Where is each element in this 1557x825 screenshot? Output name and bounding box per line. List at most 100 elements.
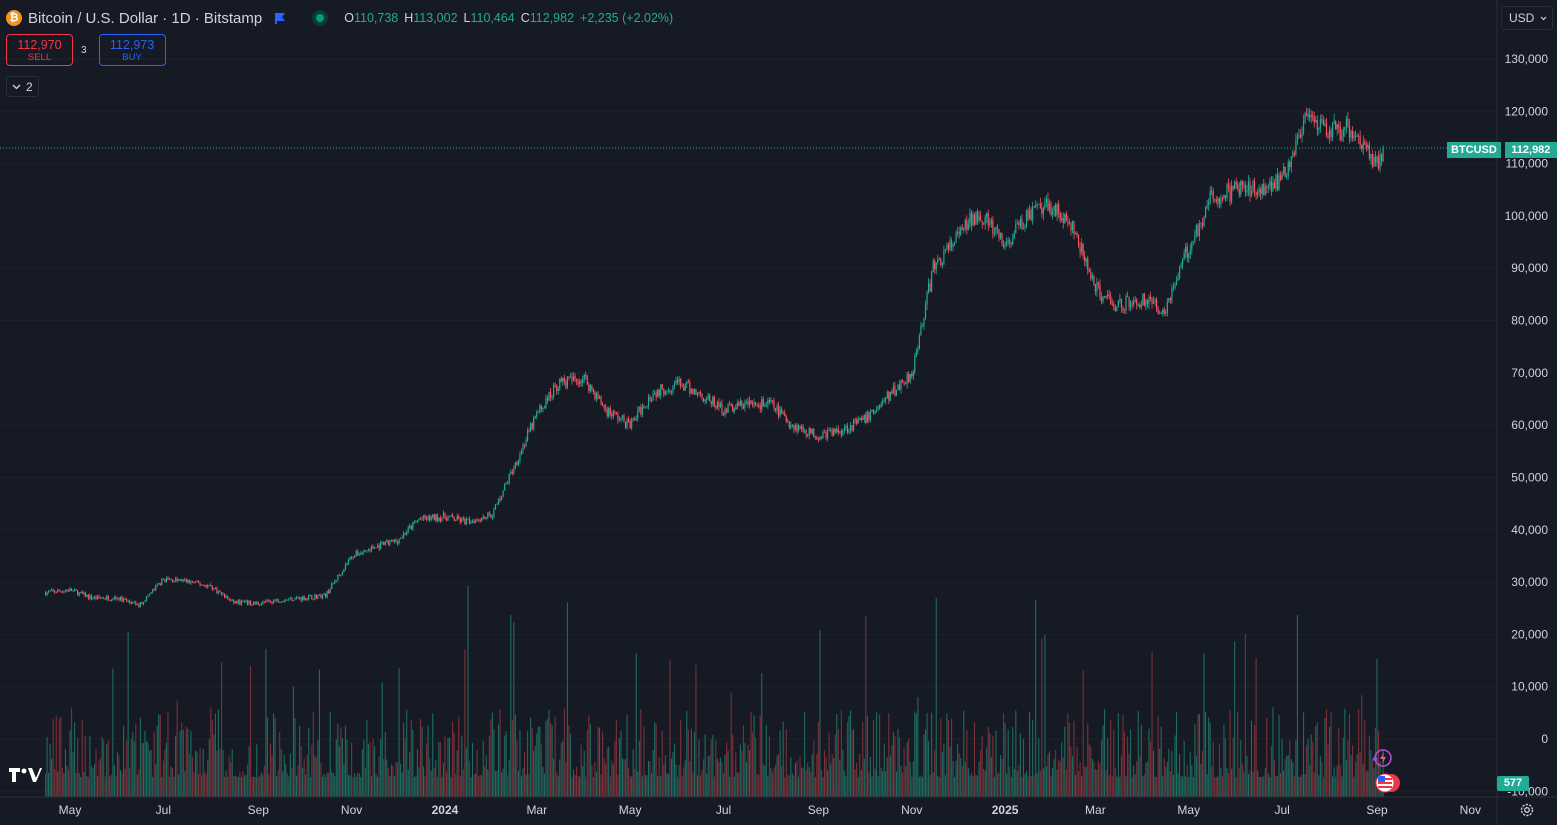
candle	[1327, 136, 1329, 138]
volume-bar	[748, 749, 751, 797]
candle	[1177, 277, 1179, 281]
volume-bar	[597, 726, 599, 797]
tradingview-logo[interactable]	[8, 766, 42, 784]
candle	[837, 429, 839, 433]
candle	[1287, 162, 1289, 177]
candle	[396, 541, 399, 544]
candle	[542, 407, 544, 410]
volume-bar	[302, 767, 304, 797]
candle	[949, 240, 951, 250]
volume-bar	[680, 720, 682, 797]
volume-bar	[416, 748, 418, 797]
volume-bar	[781, 766, 783, 797]
candle	[970, 212, 973, 226]
volume-bar	[225, 770, 227, 797]
candle	[415, 521, 417, 523]
x-tick-label: Nov	[341, 803, 362, 817]
candle	[776, 405, 778, 411]
candle	[566, 376, 568, 388]
candle	[1107, 294, 1109, 297]
volume-bar	[989, 733, 991, 797]
volume-bar	[1085, 767, 1087, 797]
y-tick-label: 50,000	[1511, 470, 1548, 484]
volume-bar	[1315, 725, 1317, 797]
volume-bar	[525, 774, 527, 797]
volume-bar	[908, 738, 910, 797]
volume-bar	[955, 760, 957, 797]
candle	[523, 444, 526, 446]
volume-bar	[586, 729, 588, 797]
candle	[885, 398, 887, 401]
settings-icon[interactable]	[1519, 802, 1535, 818]
candle	[1295, 140, 1297, 155]
status-icon[interactable]	[312, 10, 329, 26]
candle	[424, 515, 426, 519]
volume-bar	[585, 776, 587, 797]
candle	[935, 262, 937, 270]
sell-button[interactable]: 112,970 SELL	[6, 34, 73, 66]
candle	[1197, 225, 1199, 236]
candle	[779, 409, 781, 417]
volume-bar	[651, 772, 653, 797]
volume-bar	[1229, 710, 1231, 797]
volume-bar	[738, 773, 740, 797]
candle	[1253, 181, 1256, 192]
volume-bar	[693, 731, 695, 797]
volume-bar	[817, 721, 819, 797]
volume-bar	[455, 774, 457, 797]
candle	[1145, 300, 1147, 306]
buy-button[interactable]: 112,973 BUY	[98, 34, 166, 66]
volume-bar	[259, 775, 261, 797]
volume-bar	[93, 764, 96, 797]
volume-bar	[618, 738, 620, 797]
candle	[1275, 174, 1277, 189]
candle	[491, 516, 494, 518]
candle	[998, 229, 1000, 239]
volume-bar	[842, 749, 844, 797]
symbol-title[interactable]: Bitcoin / U.S. Dollar · 1D · Bitstamp	[28, 9, 263, 27]
volume-bar	[589, 723, 591, 797]
volume-bar	[285, 763, 287, 797]
volume-bar	[107, 740, 109, 797]
volume-bar	[409, 752, 411, 797]
candle	[941, 262, 943, 265]
volume-bar	[332, 772, 334, 797]
candle	[880, 404, 882, 407]
indicators-toggle-button[interactable]: 2	[6, 76, 39, 97]
candle	[211, 585, 213, 590]
volume-bar	[750, 711, 752, 797]
volume-bar	[67, 769, 70, 797]
volume-bar	[504, 735, 506, 797]
volume-bar	[393, 775, 396, 797]
candle	[220, 592, 223, 595]
volume-bar	[520, 776, 523, 797]
spark-icon[interactable]	[1371, 747, 1393, 769]
volume-bar	[820, 770, 822, 797]
currency-select[interactable]: USD	[1501, 6, 1553, 30]
volume-bar	[207, 760, 209, 797]
candle	[1045, 198, 1048, 203]
candle	[1174, 285, 1176, 288]
flag-icon[interactable]	[274, 12, 286, 24]
candle	[1234, 182, 1236, 190]
candle	[346, 563, 348, 565]
candle	[1021, 218, 1023, 230]
candle	[300, 597, 302, 601]
volume-bar	[211, 720, 213, 797]
volume-bar	[1198, 713, 1201, 797]
volume-bar	[1226, 768, 1228, 797]
volume-bar	[1221, 776, 1223, 797]
us-flag-icon[interactable]	[1374, 772, 1402, 794]
candle	[317, 595, 319, 599]
volume-bar	[782, 721, 784, 797]
volume-bar	[837, 729, 839, 797]
candle	[422, 515, 425, 520]
candle	[996, 227, 999, 230]
candle	[643, 405, 645, 408]
candle	[148, 593, 151, 596]
candle	[312, 598, 314, 600]
candle	[187, 579, 189, 583]
candle	[826, 430, 829, 439]
volume-bar	[625, 758, 627, 797]
